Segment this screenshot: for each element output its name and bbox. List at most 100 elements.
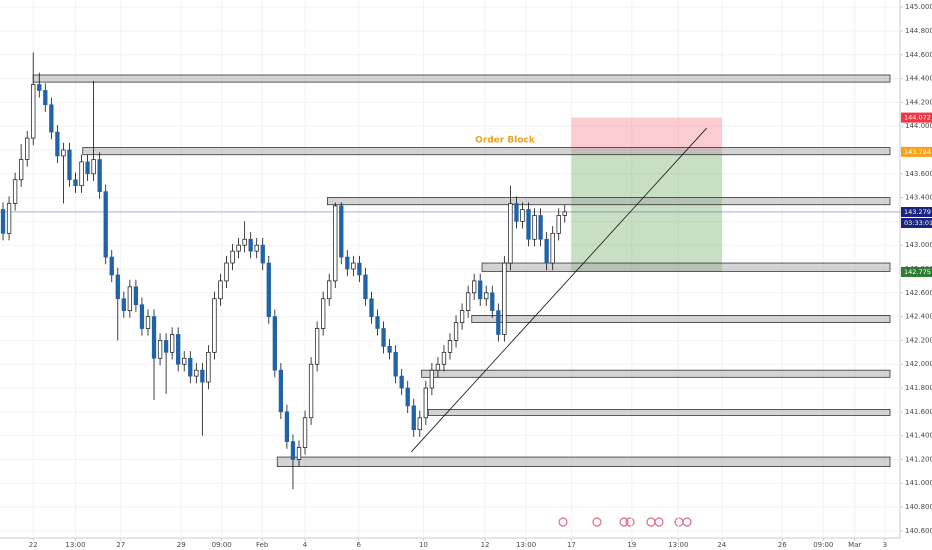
y-tick-label: 142.000 bbox=[905, 360, 932, 368]
candle-body bbox=[538, 215, 543, 240]
supply-demand-zone bbox=[326, 197, 891, 206]
candle-body bbox=[73, 179, 78, 187]
candle-body bbox=[61, 149, 66, 157]
candle-body bbox=[85, 161, 90, 175]
candle-body bbox=[339, 205, 344, 258]
candle-body bbox=[236, 244, 241, 252]
candle-body bbox=[31, 84, 36, 139]
candle-body bbox=[435, 363, 441, 371]
candle-body bbox=[188, 357, 193, 377]
candle-body bbox=[25, 137, 30, 160]
candle-body bbox=[242, 238, 247, 246]
candle-body bbox=[423, 387, 428, 419]
candle-body bbox=[562, 211, 567, 216]
candle-body bbox=[145, 316, 151, 329]
candle-body bbox=[218, 280, 223, 300]
candle-body bbox=[194, 369, 199, 377]
entry-price-tag: 143.784 bbox=[904, 148, 931, 156]
y-tick-label: 144.800 bbox=[905, 27, 932, 35]
candle-body bbox=[490, 292, 495, 312]
candle-body bbox=[266, 262, 271, 317]
candle-body bbox=[0, 209, 6, 234]
y-tick-label: 144.200 bbox=[905, 98, 932, 106]
y-tick-label: 141.600 bbox=[905, 408, 932, 416]
candle-body bbox=[18, 159, 24, 181]
y-tick-label: 140.600 bbox=[905, 527, 932, 535]
candle-body bbox=[351, 262, 356, 270]
candle-body bbox=[43, 90, 48, 106]
event-icons bbox=[558, 517, 692, 527]
candle-body bbox=[55, 131, 60, 157]
candle-body bbox=[67, 149, 72, 181]
candle-body bbox=[447, 340, 453, 353]
candle-body bbox=[375, 316, 380, 329]
y-tick-label: 143.600 bbox=[905, 170, 932, 178]
candle-body bbox=[327, 280, 332, 300]
x-tick-label: 13:00 bbox=[516, 541, 536, 549]
candle-body bbox=[206, 351, 211, 383]
supply-demand-zone bbox=[421, 369, 891, 378]
x-tick-label: 3 bbox=[883, 541, 887, 549]
candle-body bbox=[321, 298, 326, 329]
x-tick-label: 12 bbox=[481, 541, 490, 549]
candle-body bbox=[308, 363, 314, 419]
y-tick-label: 141.800 bbox=[905, 384, 932, 392]
last-price-tag: 143.279 bbox=[904, 208, 931, 216]
y-tick-label: 141.200 bbox=[905, 455, 932, 463]
candle-body bbox=[284, 411, 290, 442]
candle-body bbox=[212, 298, 217, 353]
candle-body bbox=[157, 340, 163, 359]
candle-body bbox=[544, 238, 549, 264]
y-tick-label: 144.000 bbox=[905, 122, 932, 130]
supply-demand-zone bbox=[276, 456, 891, 467]
x-tick-label: 6 bbox=[357, 541, 362, 549]
candle-body bbox=[333, 205, 338, 282]
candle-body bbox=[472, 280, 477, 294]
candle-body bbox=[91, 159, 96, 175]
candle-body bbox=[441, 351, 447, 365]
y-tick-label: 142.600 bbox=[905, 289, 932, 297]
candle-body bbox=[411, 405, 416, 431]
candle-body bbox=[79, 161, 84, 187]
candle-body bbox=[200, 369, 205, 383]
candle-body bbox=[103, 191, 108, 258]
candle-body bbox=[520, 209, 525, 222]
candle-body bbox=[314, 328, 320, 365]
x-tick-label: Feb bbox=[256, 541, 269, 549]
countdown-tag: 03:33:01 bbox=[904, 219, 932, 227]
candle-body bbox=[357, 262, 362, 276]
candle-body bbox=[254, 244, 259, 252]
candle-body bbox=[405, 387, 410, 407]
candle-body bbox=[133, 286, 139, 306]
candle-body bbox=[139, 304, 145, 329]
y-tick-label: 143.000 bbox=[905, 241, 932, 249]
candle-body bbox=[248, 238, 253, 252]
candle-body bbox=[302, 417, 308, 448]
candle-body bbox=[484, 292, 489, 300]
annotation: Order Block bbox=[475, 135, 536, 145]
candle-body bbox=[363, 274, 368, 300]
countdown-tag-bg bbox=[901, 217, 932, 228]
stop-price-tag-bg bbox=[901, 112, 932, 123]
supply-demand-zone bbox=[82, 147, 891, 156]
candle-body bbox=[109, 256, 114, 276]
x-tick-label: 29 bbox=[177, 541, 186, 549]
candle-body bbox=[169, 334, 175, 353]
x-tick-label: 13:00 bbox=[668, 541, 688, 549]
last-price-tag-bg bbox=[901, 206, 932, 217]
y-tick-label: 144.400 bbox=[905, 75, 932, 83]
x-tick-label: 19 bbox=[627, 541, 636, 549]
candle-body bbox=[459, 310, 465, 323]
supply-demand-zone bbox=[481, 262, 891, 272]
candle-body bbox=[272, 316, 277, 371]
supply-demand-zone bbox=[471, 315, 891, 323]
stop-zone bbox=[571, 117, 722, 152]
candle-body bbox=[478, 280, 483, 300]
candle-body bbox=[508, 203, 513, 264]
x-tick-label: 22 bbox=[29, 541, 38, 549]
candle-body bbox=[399, 375, 404, 389]
target-price-tag: 142.775 bbox=[904, 268, 931, 276]
y-tick-label: 142.200 bbox=[905, 336, 932, 344]
